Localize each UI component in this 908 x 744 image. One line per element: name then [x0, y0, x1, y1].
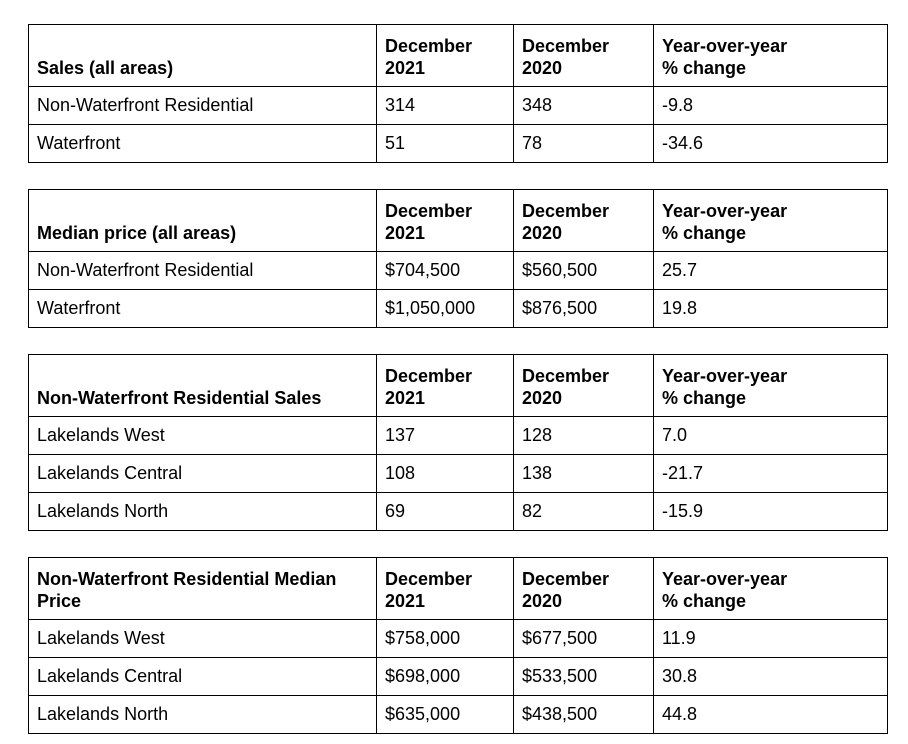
non-waterfront-residential-median-price-table: Non-Waterfront Residential Median Price … — [28, 557, 888, 734]
table-row: Non-Waterfront Residential $704,500 $560… — [28, 251, 888, 290]
value-yoy-change: 25.7 — [653, 251, 888, 290]
value-yoy-change: -21.7 — [653, 454, 888, 493]
column-header-december-2020: December 2020 — [513, 557, 654, 620]
table-header-row: Sales (all areas) December 2021 December… — [28, 24, 888, 87]
table-header-row: Non-Waterfront Residential Median Price … — [28, 557, 888, 620]
row-label: Non-Waterfront Residential — [28, 251, 377, 290]
value-yoy-change: -34.6 — [653, 124, 888, 163]
column-header-yoy-change: Year-over-year % change — [653, 24, 888, 87]
value-december-2021: 51 — [376, 124, 514, 163]
column-header-december-2021: December 2021 — [376, 24, 514, 87]
value-december-2021: $758,000 — [376, 619, 514, 658]
value-december-2020: 82 — [513, 492, 654, 531]
column-header-december-2020: December 2020 — [513, 189, 654, 252]
value-december-2020: 78 — [513, 124, 654, 163]
table-title: Median price (all areas) — [28, 189, 377, 252]
value-december-2020: 138 — [513, 454, 654, 493]
value-december-2021: $635,000 — [376, 695, 514, 734]
value-yoy-change: 11.9 — [653, 619, 888, 658]
table-row: Non-Waterfront Residential 314 348 -9.8 — [28, 86, 888, 125]
table-row: Lakelands North 69 82 -15.9 — [28, 492, 888, 531]
row-label: Waterfront — [28, 124, 377, 163]
value-december-2020: 128 — [513, 416, 654, 455]
value-december-2021: $698,000 — [376, 657, 514, 696]
column-header-december-2020: December 2020 — [513, 354, 654, 417]
table-row: Waterfront 51 78 -34.6 — [28, 124, 888, 163]
value-december-2020: $876,500 — [513, 289, 654, 328]
value-december-2021: 314 — [376, 86, 514, 125]
row-label: Lakelands Central — [28, 454, 377, 493]
row-label: Lakelands North — [28, 492, 377, 531]
row-label: Lakelands North — [28, 695, 377, 734]
table-row: Lakelands West $758,000 $677,500 11.9 — [28, 619, 888, 658]
value-december-2020: $438,500 — [513, 695, 654, 734]
value-december-2020: $533,500 — [513, 657, 654, 696]
value-december-2021: $1,050,000 — [376, 289, 514, 328]
value-december-2020: $560,500 — [513, 251, 654, 290]
column-header-december-2021: December 2021 — [376, 189, 514, 252]
table-title: Non-Waterfront Residential Median Price — [28, 557, 377, 620]
row-label: Lakelands West — [28, 416, 377, 455]
non-waterfront-residential-sales-table: Non-Waterfront Residential Sales Decembe… — [28, 354, 888, 531]
median-price-all-areas-table: Median price (all areas) December 2021 D… — [28, 189, 888, 328]
table-header-row: Median price (all areas) December 2021 D… — [28, 189, 888, 252]
sales-all-areas-table: Sales (all areas) December 2021 December… — [28, 24, 888, 163]
value-december-2020: $677,500 — [513, 619, 654, 658]
column-header-december-2021: December 2021 — [376, 557, 514, 620]
value-december-2021: 137 — [376, 416, 514, 455]
value-yoy-change: -9.8 — [653, 86, 888, 125]
column-header-december-2021: December 2021 — [376, 354, 514, 417]
value-december-2021: 108 — [376, 454, 514, 493]
column-header-yoy-change: Year-over-year % change — [653, 557, 888, 620]
table-row: Lakelands North $635,000 $438,500 44.8 — [28, 695, 888, 734]
value-yoy-change: 30.8 — [653, 657, 888, 696]
value-yoy-change: 44.8 — [653, 695, 888, 734]
column-header-yoy-change: Year-over-year % change — [653, 189, 888, 252]
table-header-row: Non-Waterfront Residential Sales Decembe… — [28, 354, 888, 417]
table-row: Waterfront $1,050,000 $876,500 19.8 — [28, 289, 888, 328]
table-title: Sales (all areas) — [28, 24, 377, 87]
row-label: Lakelands West — [28, 619, 377, 658]
table-row: Lakelands Central $698,000 $533,500 30.8 — [28, 657, 888, 696]
value-december-2021: 69 — [376, 492, 514, 531]
value-yoy-change: 7.0 — [653, 416, 888, 455]
row-label: Non-Waterfront Residential — [28, 86, 377, 125]
value-december-2020: 348 — [513, 86, 654, 125]
value-yoy-change: -15.9 — [653, 492, 888, 531]
table-row: Lakelands Central 108 138 -21.7 — [28, 454, 888, 493]
table-row: Lakelands West 137 128 7.0 — [28, 416, 888, 455]
table-title: Non-Waterfront Residential Sales — [28, 354, 377, 417]
value-december-2021: $704,500 — [376, 251, 514, 290]
row-label: Lakelands Central — [28, 657, 377, 696]
value-yoy-change: 19.8 — [653, 289, 888, 328]
column-header-december-2020: December 2020 — [513, 24, 654, 87]
row-label: Waterfront — [28, 289, 377, 328]
column-header-yoy-change: Year-over-year % change — [653, 354, 888, 417]
